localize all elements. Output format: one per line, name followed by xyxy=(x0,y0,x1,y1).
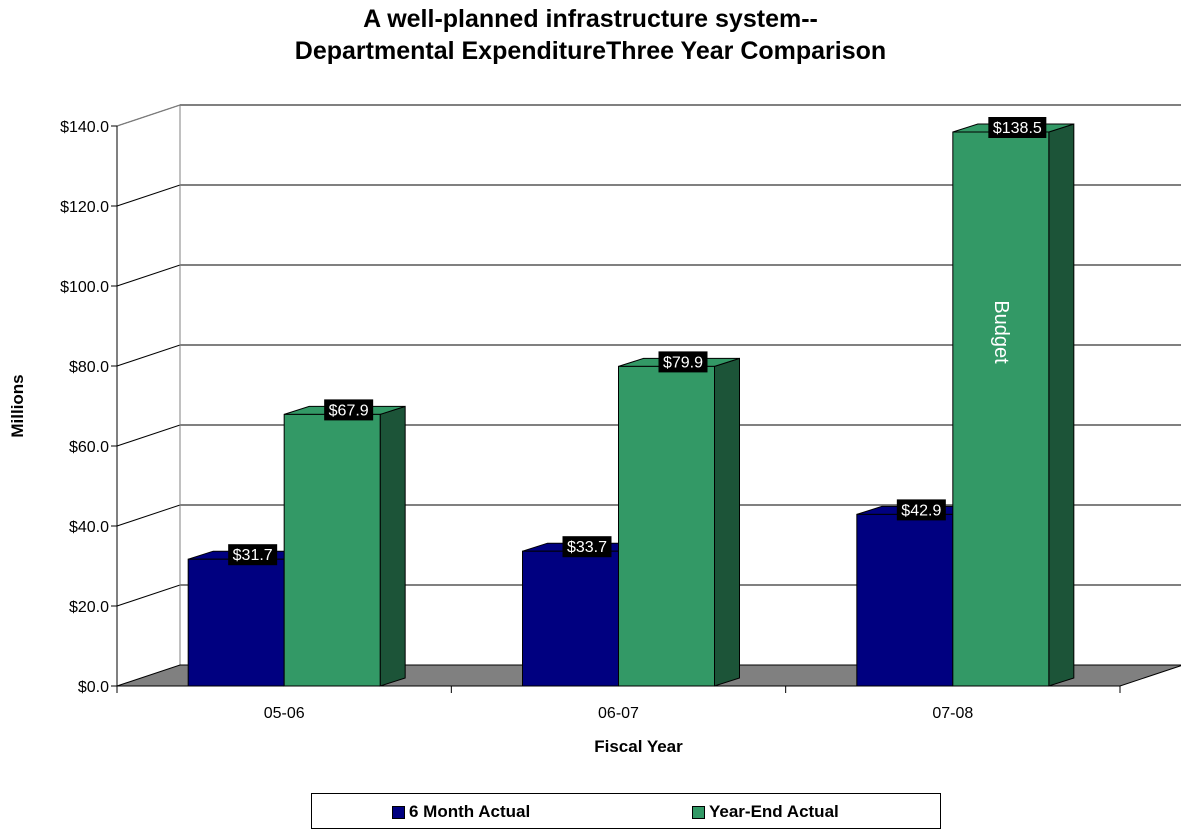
data-label-bg-6-month-actual-06-07 xyxy=(562,536,612,558)
data-label-6-month-actual-05-06: $31.7 xyxy=(233,547,273,564)
legend-label-year-end-actual: Year-End Actual xyxy=(709,802,839,821)
y-tick-label-140: $140.0 xyxy=(60,119,109,136)
chart-title-line-1: A well-planned infrastructure system-- xyxy=(363,5,818,33)
data-label-bg-year-end-actual-05-06 xyxy=(324,399,374,421)
legend-item-year-end-actual: Year-End Actual xyxy=(692,802,839,822)
legend-item-6-month-actual: 6 Month Actual xyxy=(392,802,530,822)
data-label-6-month-actual-06-07: $33.7 xyxy=(567,539,607,556)
y-tick-label-60: $60.0 xyxy=(69,439,109,456)
legend-label-6-month-actual: 6 Month Actual xyxy=(409,802,531,821)
annotation-budget: Budget xyxy=(990,300,1012,364)
bar-side-year-end-actual-06-07 xyxy=(714,357,740,687)
bar-6-month-actual-07-08 xyxy=(856,513,954,687)
y-tick-label-80: $80.0 xyxy=(69,359,109,376)
y-tick-label-40: $40.0 xyxy=(69,519,109,536)
data-label-year-end-actual-05-06: $67.9 xyxy=(329,402,369,419)
y-tick-label-100: $100.0 xyxy=(60,279,109,296)
data-label-bg-6-month-actual-07-08 xyxy=(896,499,946,521)
data-label-year-end-actual-07-08: $138.5 xyxy=(993,120,1042,137)
data-label-bg-year-end-actual-07-08 xyxy=(988,117,1047,138)
bar-side-year-end-actual-07-08 xyxy=(1048,123,1075,687)
side-wall-top-edge xyxy=(116,104,181,127)
bar-6-month-actual-06-07 xyxy=(522,550,619,687)
y-tick-label-0: $0.0 xyxy=(78,679,109,696)
y-axis-title: Millions xyxy=(8,374,27,437)
x-axis-title: Fiscal Year xyxy=(594,737,683,756)
legend-swatch-6-month-actual xyxy=(392,805,405,819)
chart-plot: $0.0 $20.0 $40.0 $60.0 $80.0 $100.0 $120.0 $140… xyxy=(8,104,1181,756)
chart-title-line-2: Departmental ExpenditureThree Year Compa… xyxy=(294,37,887,65)
data-label-year-end-actual-06-07: $79.9 xyxy=(663,354,703,371)
data-label-6-month-actual-07-08: $42.9 xyxy=(901,502,941,519)
bar-year-end-actual-07-08 xyxy=(952,131,1050,687)
data-label-bg-6-month-actual-05-06 xyxy=(228,544,278,566)
legend-swatch-year-end-actual xyxy=(692,805,705,819)
bar-6-month-actual-05-06 xyxy=(187,558,285,687)
y-tick-label-120: $120.0 xyxy=(60,199,109,216)
chart-legend: 6 Month Actual Year-End Actual xyxy=(311,793,941,829)
x-tick-label-06-07: 06-07 xyxy=(598,705,639,722)
bar-side-year-end-actual-05-06 xyxy=(379,405,406,687)
bar-year-end-actual-05-06 xyxy=(283,413,381,687)
y-tick-label-20: $20.0 xyxy=(69,599,109,616)
bar-year-end-actual-06-07 xyxy=(618,365,715,687)
x-tick-label-05-06: 05-06 xyxy=(264,705,305,722)
data-label-bg-year-end-actual-06-07 xyxy=(658,351,708,373)
x-tick-label-07-08: 07-08 xyxy=(932,705,973,722)
